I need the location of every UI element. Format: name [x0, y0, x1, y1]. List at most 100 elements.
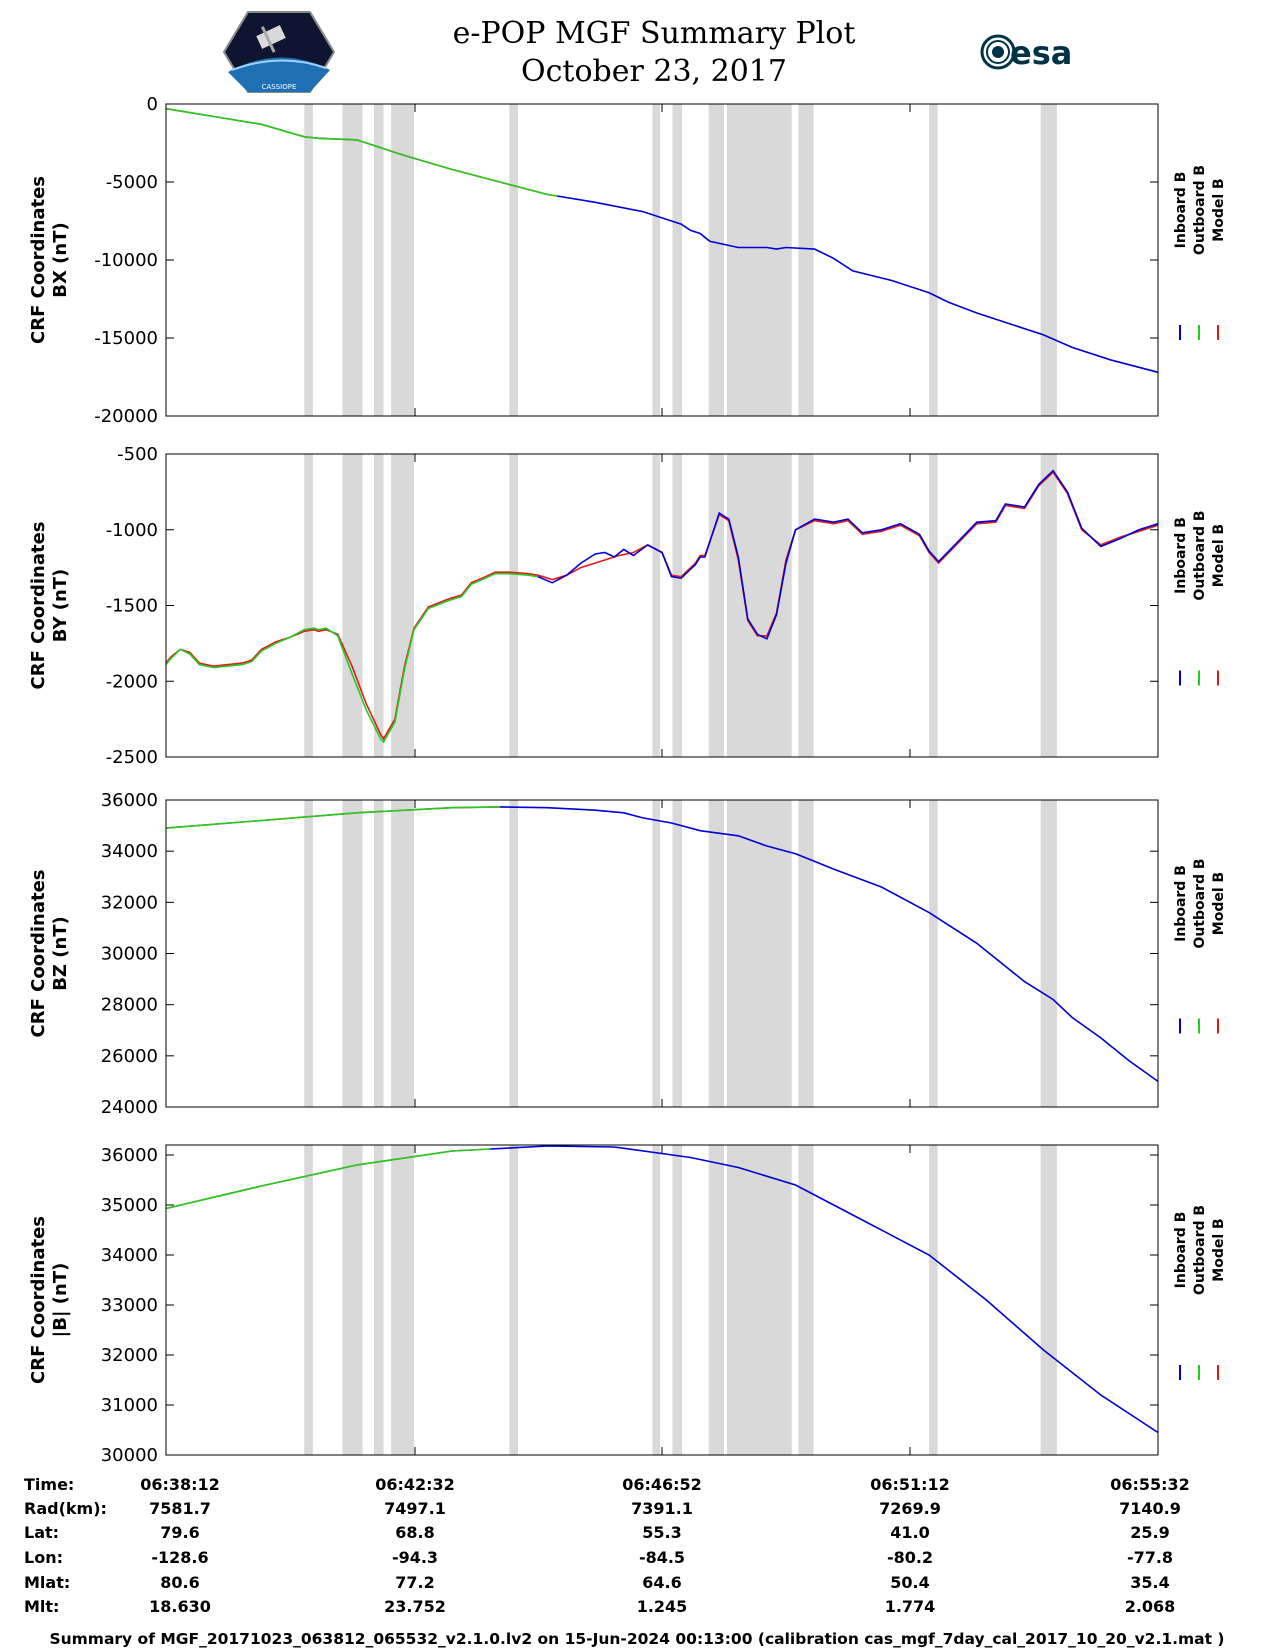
data-gap-band: [708, 454, 724, 757]
y-tick-label: 36000: [101, 1145, 158, 1166]
y-tick-label: 0: [147, 94, 158, 115]
data-gap-band: [708, 800, 724, 1107]
series-line-model: [165, 806, 500, 829]
data-gap-band: [509, 104, 518, 416]
orbit-row-label: Time:: [24, 1475, 74, 1494]
y-tick-label: -1000: [106, 520, 158, 541]
legend-label-inboard: Inboard B: [1173, 865, 1189, 942]
data-gap-band: [342, 800, 363, 1107]
legend-label-model: Model B: [1211, 524, 1227, 587]
orbit-value: 18.630: [149, 1597, 211, 1616]
orbit-value: -80.2: [887, 1548, 933, 1567]
orbit-value: 55.3: [642, 1523, 681, 1542]
y-tick-label: 32000: [101, 892, 158, 913]
orbit-value: 7140.9: [1119, 1499, 1181, 1518]
legend-label-model: Model B: [1211, 178, 1227, 241]
data-gap-band: [509, 800, 518, 1107]
data-gap-band: [929, 800, 938, 1107]
orbit-row-label: Lat:: [24, 1523, 59, 1542]
orbit-value: 41.0: [890, 1523, 929, 1542]
orbit-value: 35.4: [1130, 1573, 1169, 1592]
y-tick-label: 32000: [101, 1345, 158, 1366]
orbit-value: 23.752: [384, 1597, 446, 1616]
orbit-row-label: Lon:: [24, 1548, 63, 1567]
orbit-value: 06:51:12: [870, 1475, 950, 1494]
legend-label-inboard: Inboard B: [1173, 172, 1189, 249]
orbit-value: 7497.1: [384, 1499, 446, 1518]
y-tick-label: 28000: [101, 995, 158, 1016]
data-gap-band: [373, 454, 384, 757]
data-gap-band: [672, 1145, 683, 1455]
y-axis-label-line1: CRF Coordinates: [28, 870, 49, 1038]
orbit-value: 2.068: [1125, 1597, 1176, 1616]
data-gap-band: [726, 1145, 792, 1455]
y-tick-label: 34000: [101, 1245, 158, 1266]
panel-1: 0 -5000 -10000 -15000 -20000 CRF Coordinates B…: [28, 94, 1227, 427]
y-tick-label: 36000: [101, 790, 158, 811]
orbit-value: 50.4: [890, 1573, 929, 1592]
orbit-value: 06:46:52: [622, 1475, 702, 1494]
orbit-value: 06:42:32: [375, 1475, 455, 1494]
data-gap-band: [726, 800, 792, 1107]
esa-logo-text: esa: [1010, 34, 1072, 72]
data-gap-band: [726, 454, 792, 757]
title-line2: October 23, 2017: [521, 54, 787, 89]
orbit-value: 7581.7: [149, 1499, 211, 1518]
y-tick-label: 24000: [101, 1097, 158, 1118]
series-line-inboard: [490, 1145, 1159, 1434]
data-gap-band: [304, 1145, 313, 1455]
series-line-outboard: [165, 806, 500, 829]
y-tick-label: 30000: [101, 944, 158, 965]
y-tick-label: -15000: [94, 328, 158, 349]
orbit-value: 68.8: [395, 1523, 434, 1542]
orbit-info-table: Time: Rad(km): Lat: Lon: Mlat: Mlt: 06:38:12 75…: [24, 1475, 1190, 1616]
y-axis-label-line1: CRF Coordinates: [28, 1216, 49, 1384]
data-gap-band: [798, 800, 814, 1107]
series-line-model: [165, 1148, 491, 1210]
y-axis-label-line2: BX (nT): [50, 222, 71, 297]
orbit-value: 79.6: [160, 1523, 199, 1542]
data-gap-band: [373, 1145, 384, 1455]
legend-label-outboard: Outboard B: [1192, 510, 1208, 600]
legend-label-outboard: Outboard B: [1192, 165, 1208, 255]
data-gap-band: [342, 104, 363, 416]
series-line-outboard: [165, 107, 558, 197]
legend-label-inboard: Inboard B: [1173, 1212, 1189, 1289]
data-gap-band: [304, 454, 313, 757]
panel-3: 36000 34000 32000 30000 28000 26000 24000 CRF C…: [28, 790, 1227, 1118]
series-line-inboard: [499, 806, 1159, 1083]
orbit-value: 80.6: [160, 1573, 199, 1592]
title-line1: e-POP MGF Summary Plot: [453, 16, 856, 51]
data-gap-band: [1040, 800, 1057, 1107]
data-gap-band: [652, 1145, 661, 1455]
panel-2: -500 -1000 -1500 -2000 -2500 CRF Coordinates B…: [28, 444, 1227, 768]
data-gap-band: [304, 104, 313, 416]
legend-label-inboard: Inboard B: [1173, 517, 1189, 594]
y-tick-label: -500: [117, 444, 158, 465]
y-axis-label-line1: CRF Coordinates: [28, 522, 49, 690]
y-axis-label-line2: BY (nT): [50, 569, 71, 643]
data-gap-band: [929, 1145, 938, 1455]
data-gap-band: [391, 104, 414, 416]
data-gap-band: [929, 104, 938, 416]
data-gap-band: [672, 104, 683, 416]
y-tick-label: -2000: [106, 671, 158, 692]
data-gap-band: [708, 1145, 724, 1455]
orbit-value: 77.2: [395, 1573, 434, 1592]
orbit-value: -94.3: [392, 1548, 438, 1567]
y-tick-label: -5000: [106, 172, 158, 193]
cassiope-logo-text: CASSIOPE: [262, 83, 297, 91]
series-line-inboard: [556, 195, 1159, 374]
data-gap-band: [798, 454, 814, 757]
y-axis-label-line2: BZ (nT): [50, 916, 71, 991]
data-gap-band: [1040, 1145, 1057, 1455]
legend-label-outboard: Outboard B: [1192, 1205, 1208, 1295]
y-tick-label: -1500: [106, 596, 158, 617]
legend-label-model: Model B: [1211, 1218, 1227, 1281]
y-tick-label: -20000: [94, 406, 158, 427]
data-gap-band: [509, 1145, 518, 1455]
series-line-outboard: [165, 572, 539, 744]
y-tick-label: 34000: [101, 841, 158, 862]
orbit-value: -84.5: [639, 1548, 685, 1567]
legend-label-model: Model B: [1211, 872, 1227, 935]
